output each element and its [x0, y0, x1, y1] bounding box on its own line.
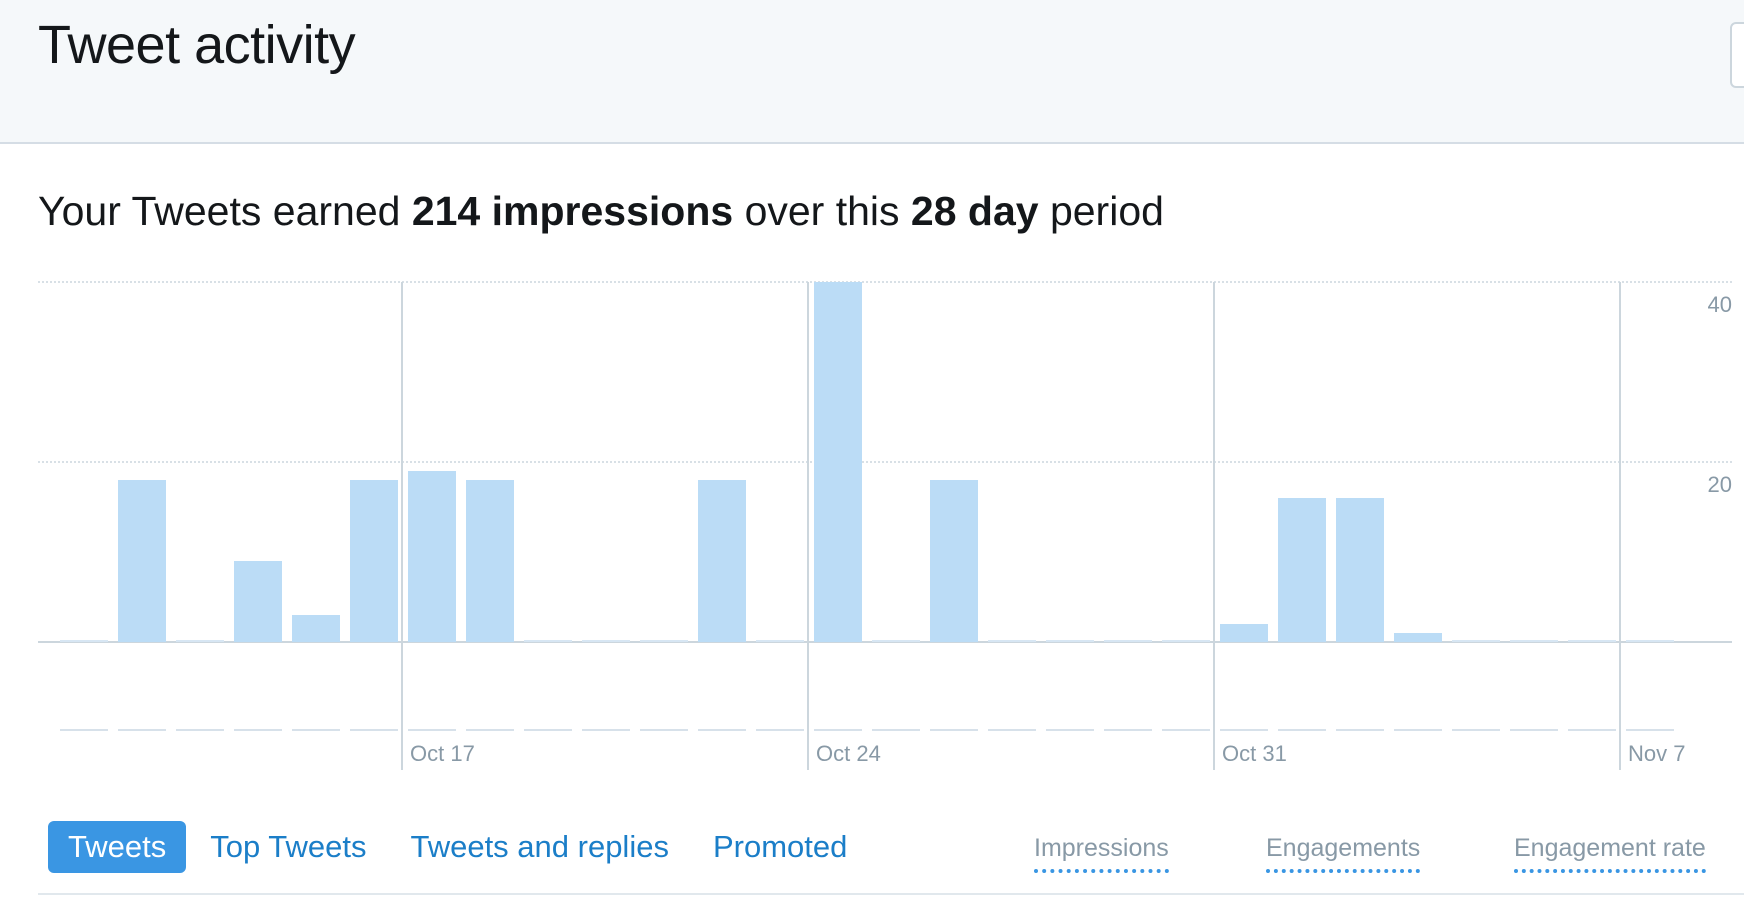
bar	[814, 282, 862, 642]
bar	[118, 480, 166, 642]
bar	[1336, 498, 1384, 642]
export-button[interactable]	[1730, 22, 1744, 88]
y-tick-label: 20	[1708, 472, 1732, 497]
bar	[234, 561, 282, 642]
x-tick-label: Oct 24	[816, 741, 881, 766]
bar	[292, 615, 340, 642]
x-tick-label: Oct 17	[410, 741, 475, 766]
summary-middle: over this	[733, 188, 911, 234]
bar	[1394, 633, 1442, 642]
bar	[408, 471, 456, 642]
bar	[1278, 498, 1326, 642]
tab-tweets[interactable]: Tweets	[48, 821, 187, 873]
summary-period: 28 day	[910, 188, 1039, 234]
x-tick-label: Nov 7	[1628, 741, 1685, 766]
tab-tweets-and-replies[interactable]: Tweets and replies	[410, 829, 669, 864]
summary-suffix: period	[1038, 188, 1164, 234]
tab-top-tweets[interactable]: Top Tweets	[210, 829, 367, 864]
x-tick-label: Oct 31	[1222, 741, 1287, 766]
summary-prefix: Your Tweets earned	[38, 188, 412, 234]
bar	[466, 480, 514, 642]
bar	[698, 480, 746, 642]
bar	[930, 480, 978, 642]
summary-impressions: 214 impressions	[411, 188, 734, 234]
header: Tweet activity	[0, 0, 1744, 144]
bar	[350, 480, 398, 642]
tweet-tabs: Tweets Top Tweets Tweets and replies Pro…	[48, 820, 891, 874]
y-tick-label: 40	[1708, 292, 1732, 317]
metric-engagements[interactable]: Engagements	[1266, 834, 1421, 873]
metric-engagement-rate[interactable]: Engagement rate	[1514, 834, 1706, 873]
impressions-summary: Your Tweets earned 214 impressions over …	[38, 188, 1164, 235]
metric-impressions[interactable]: Impressions	[1034, 834, 1169, 873]
tab-promoted[interactable]: Promoted	[712, 829, 848, 864]
bar	[1220, 624, 1268, 642]
page-title: Tweet activity	[38, 15, 356, 75]
bottom-divider	[38, 893, 1744, 895]
impressions-chart: 20 40 Oct 17 Oct 24 Oct 31 Nov 7	[38, 281, 1732, 770]
